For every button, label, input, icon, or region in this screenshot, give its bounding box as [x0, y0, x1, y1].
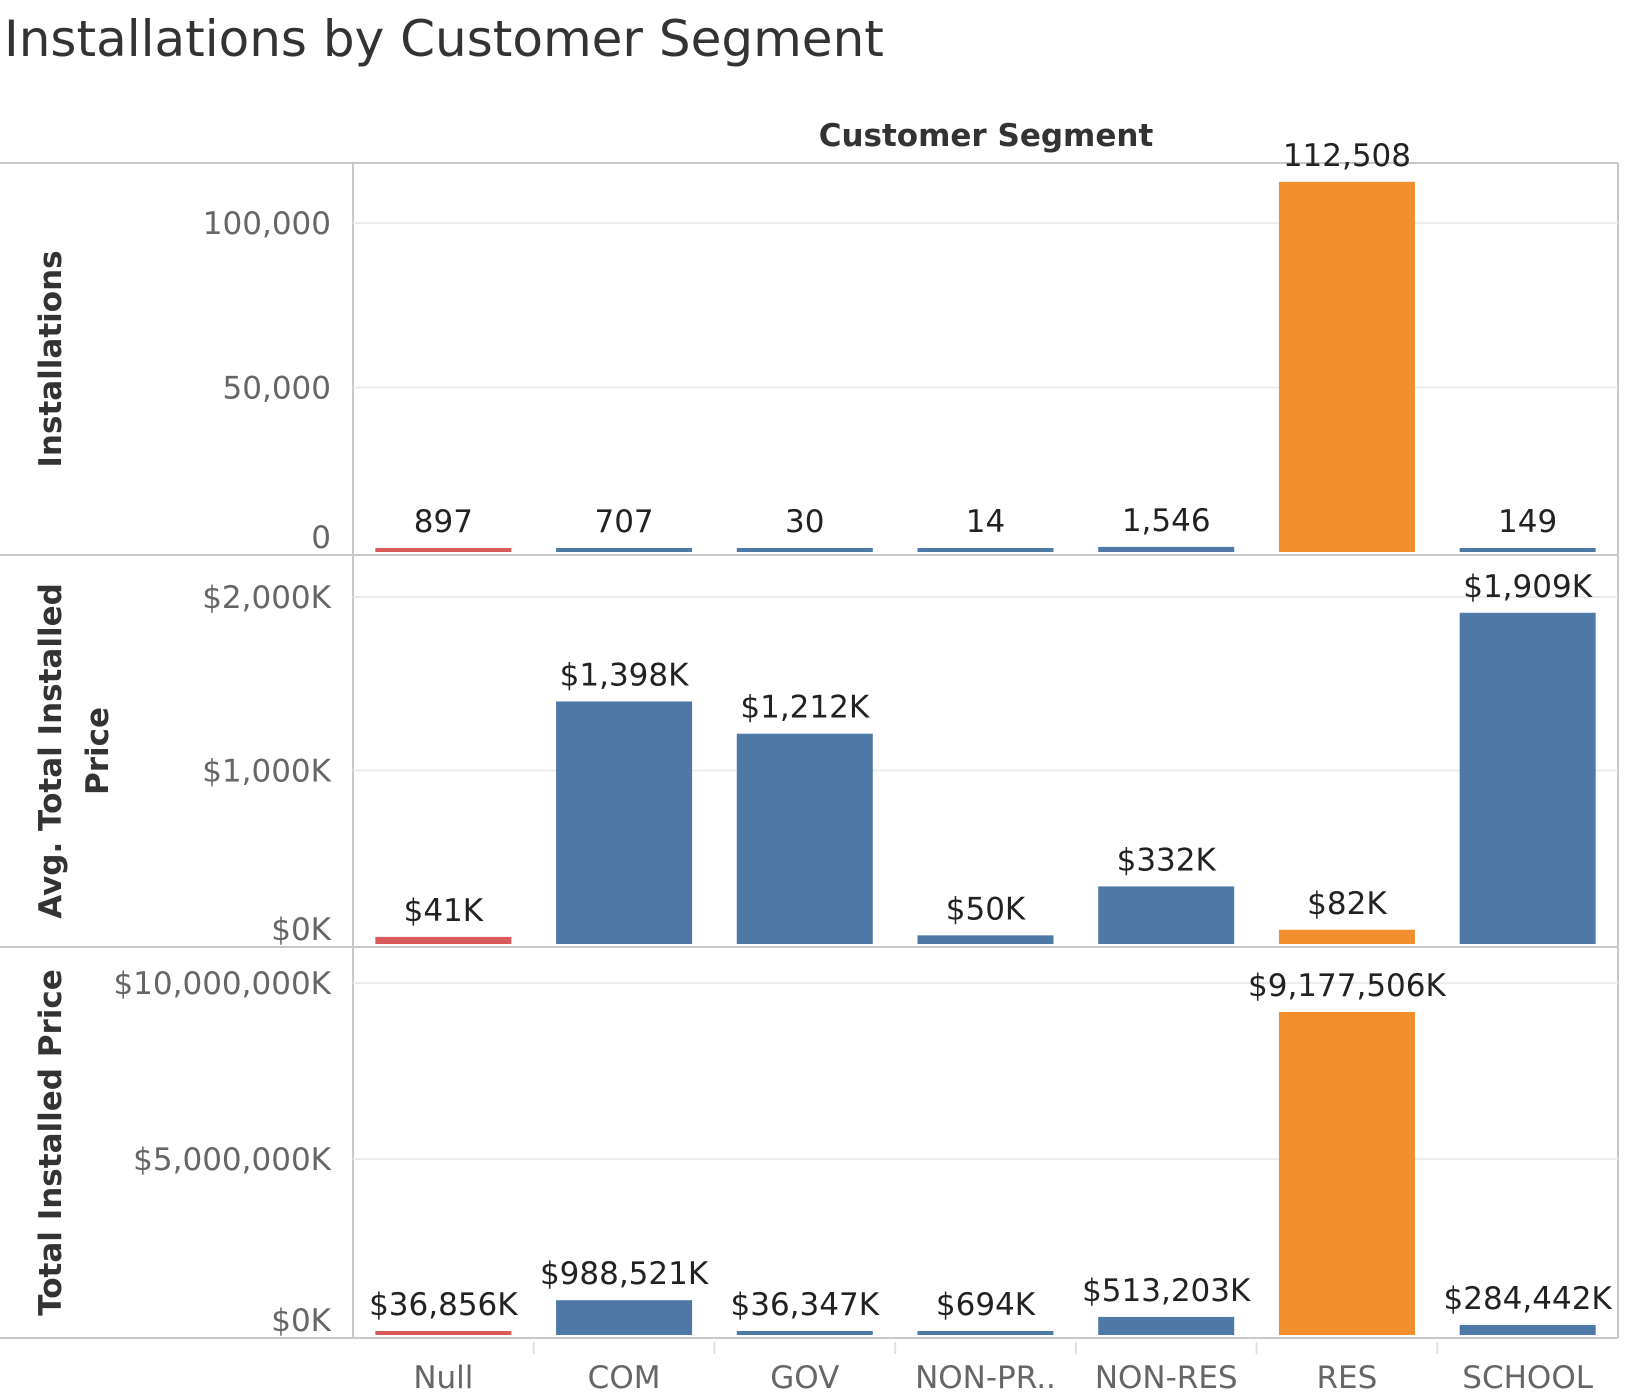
- bar-res[interactable]: [1278, 181, 1415, 552]
- category-label: GOV: [770, 1360, 839, 1392]
- y-tick-label: $10,000,000K: [113, 966, 331, 1002]
- bar-non-res[interactable]: [1098, 886, 1235, 944]
- row-label: Total Installed Price: [33, 969, 69, 1316]
- chart-frame: [0, 162, 1619, 1338]
- data-label: $1,398K: [560, 657, 689, 693]
- y-tick-label: $0K: [271, 912, 331, 948]
- data-label: 149: [1498, 504, 1557, 540]
- data-label: $9,177,506K: [1248, 968, 1446, 1004]
- data-label: $284,442K: [1444, 1281, 1613, 1317]
- bar-com[interactable]: [556, 701, 693, 944]
- row-label: Installations: [33, 250, 69, 467]
- bar-null[interactable]: [375, 1331, 512, 1335]
- panel-2: $0K $1,000K $2,000K $41K $1,398K $1,212K $50K $…: [0, 569, 1618, 948]
- bar-null[interactable]: [375, 936, 512, 944]
- data-label: 1,546: [1122, 503, 1211, 539]
- data-label: 30: [785, 504, 824, 540]
- y-tick-label: 100,000: [203, 206, 331, 242]
- data-label: 707: [594, 504, 653, 540]
- bar-school[interactable]: [1459, 548, 1596, 552]
- panel-3: $0K $5,000,000K $10,000,000K $36,856K $988,5…: [0, 966, 1618, 1339]
- bar-school[interactable]: [1459, 612, 1596, 944]
- bar-null[interactable]: [375, 548, 512, 552]
- data-label: $36,856K: [369, 1287, 518, 1323]
- category-label: Null: [413, 1360, 473, 1392]
- y-tick-label: $5,000,000K: [133, 1142, 331, 1178]
- bar-non-pr[interactable]: [917, 1331, 1054, 1335]
- chart-title: Installations by Customer Segment: [4, 10, 884, 68]
- bar-res[interactable]: [1278, 1011, 1415, 1335]
- bar-non-pr[interactable]: [917, 935, 1054, 944]
- y-tick-label: 50,000: [223, 371, 331, 407]
- chart-panels: 0 50,000 100,000 897 707 30 14 1,546 112,508 149 I…: [0, 138, 1618, 1339]
- category-label: NON-PR..: [915, 1360, 1056, 1392]
- y-tick-label: $1,000K: [202, 754, 331, 790]
- data-label: $1,909K: [1463, 569, 1592, 605]
- category-label: RES: [1317, 1360, 1378, 1392]
- bar-com[interactable]: [556, 1300, 693, 1335]
- bar-gov[interactable]: [736, 548, 873, 552]
- data-label: $694K: [936, 1287, 1036, 1323]
- category-label: NON-RES: [1095, 1360, 1238, 1392]
- data-label: 14: [966, 504, 1005, 540]
- category-label: SCHOOL: [1462, 1360, 1593, 1392]
- bar-com[interactable]: [556, 548, 693, 552]
- data-label: $1,212K: [740, 690, 869, 726]
- y-tick-label: 0: [311, 520, 331, 556]
- data-label: $332K: [1117, 842, 1217, 878]
- bar-school[interactable]: [1459, 1324, 1596, 1335]
- row-label: Avg. Total Installed Price: [33, 583, 116, 919]
- bar-non-res[interactable]: [1098, 1316, 1235, 1335]
- bar-gov[interactable]: [736, 733, 873, 944]
- category-axis: Null COM GOV NON-PR.. NON-RES RES SCHOOL: [413, 1342, 1594, 1392]
- bar-non-res[interactable]: [1098, 546, 1235, 552]
- panel-1: 0 50,000 100,000 897 707 30 14 1,546 112,508 149 I…: [0, 138, 1618, 556]
- data-label: $988,521K: [540, 1256, 709, 1292]
- data-label: $50K: [946, 891, 1026, 927]
- data-label: $513,203K: [1082, 1273, 1251, 1309]
- bar-res[interactable]: [1278, 929, 1415, 944]
- data-label: $36,347K: [731, 1287, 880, 1323]
- y-tick-label: $0K: [271, 1303, 331, 1339]
- data-label: 897: [414, 504, 473, 540]
- data-label: $82K: [1307, 886, 1387, 922]
- category-label: COM: [588, 1360, 661, 1392]
- y-tick-label: $2,000K: [202, 580, 331, 616]
- column-header: Customer Segment: [819, 118, 1154, 154]
- bar-non-pr[interactable]: [917, 548, 1054, 552]
- data-label: $41K: [404, 893, 484, 929]
- data-label: 112,508: [1283, 138, 1411, 174]
- bar-gov[interactable]: [736, 1331, 873, 1335]
